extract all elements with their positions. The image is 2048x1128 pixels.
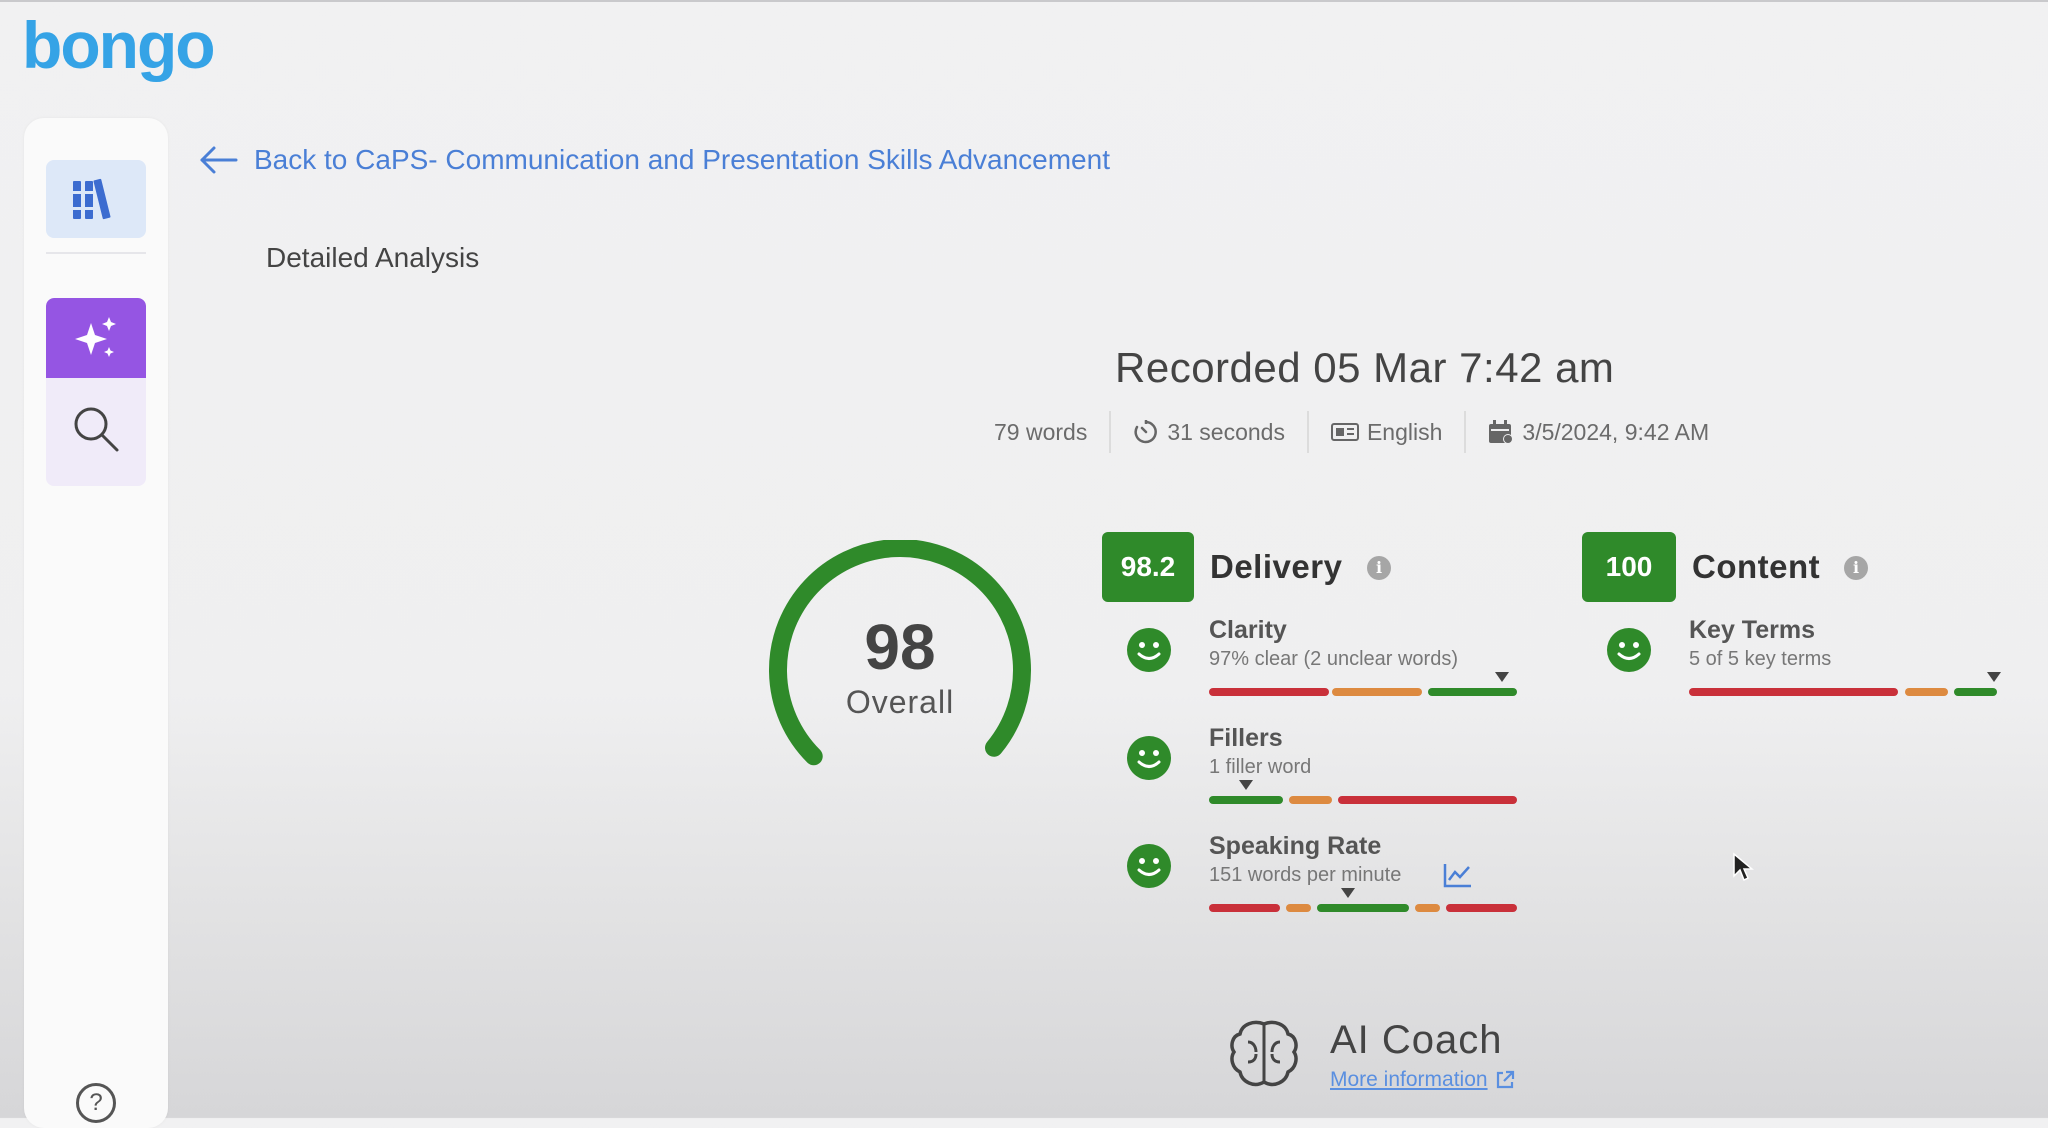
more-information-link[interactable]: More information — [1330, 1068, 1516, 1092]
brain-icon — [1230, 1020, 1298, 1087]
external-link-icon — [1496, 1070, 1514, 1089]
metric-detail: 97% clear (2 unclear words) — [1209, 648, 1458, 670]
score-marker — [1238, 780, 1253, 790]
sidebar-tool-group — [46, 298, 146, 486]
recording-title: Recorded 05 Mar 7:42 am — [1115, 344, 1615, 391]
bar-segment — [1209, 688, 1330, 696]
info-icon[interactable]: i — [1367, 556, 1391, 580]
duration: 31 seconds — [1167, 418, 1285, 445]
sidebar-library-button[interactable] — [46, 160, 146, 238]
bar-segment — [1338, 796, 1517, 804]
score-range-bar — [1209, 780, 1517, 804]
sidebar-search-button[interactable] — [46, 384, 146, 474]
sidebar: ? — [24, 118, 168, 1128]
bar-segment — [1209, 904, 1280, 912]
score-marker — [1986, 672, 2001, 682]
meta-divider — [1306, 411, 1309, 453]
delivery-title: Delivery — [1210, 548, 1343, 585]
content-score-badge: 100 — [1582, 532, 1676, 602]
recording-meta: 79 words 31 seconds English 3/5/2024, 9: — [994, 410, 1731, 454]
meta-duration: 31 seconds — [1111, 410, 1307, 454]
smiley-icon — [1607, 628, 1651, 672]
overall-label: Overall — [845, 684, 955, 720]
bar-segment — [1953, 688, 1997, 696]
bar-segment — [1427, 688, 1517, 696]
content-title: Content — [1692, 548, 1821, 585]
recording-date: 3/5/2024, 9:42 AM — [1522, 418, 1710, 445]
library-icon — [73, 178, 111, 220]
smiley-icon — [1127, 628, 1171, 672]
timer-icon — [1134, 420, 1158, 444]
word-count: 79 words — [994, 418, 1088, 445]
overall-gauge — [769, 540, 1031, 766]
smiley-icon — [1127, 844, 1171, 888]
calendar-icon — [1489, 420, 1514, 444]
bongo-logo[interactable]: bongo — [22, 8, 216, 82]
trend-chart-icon[interactable] — [1443, 862, 1473, 888]
overall-score: 98 — [864, 611, 936, 683]
mouse-cursor — [1733, 852, 1754, 882]
bar-segment — [1904, 688, 1948, 696]
help-icon[interactable]: ? — [76, 1083, 116, 1123]
page-title: Detailed Analysis — [266, 242, 480, 273]
sparkle-icon — [75, 317, 116, 357]
metric-detail: 1 filler word — [1209, 756, 1312, 778]
delivery-score-badge: 98.2 — [1102, 532, 1194, 602]
metric-detail: 151 words per minute — [1209, 864, 1402, 886]
top-border — [0, 0, 2048, 2]
score-range-bar — [1209, 672, 1517, 696]
score-range-bar — [1689, 672, 2001, 696]
ai-coach-title: AI Coach — [1330, 1018, 1503, 1062]
score-range-bar — [1209, 888, 1517, 912]
arrow-left-icon — [200, 146, 238, 174]
back-link-label: Back to CaPS- Communication and Presenta… — [254, 144, 1110, 175]
bar-segment — [1316, 904, 1410, 912]
meta-divider — [1109, 411, 1112, 453]
back-link[interactable]: Back to CaPS- Communication and Presenta… — [198, 144, 1110, 176]
bar-segment — [1415, 904, 1440, 912]
metric-name: Key Terms — [1689, 616, 1815, 644]
meta-language: English — [1309, 410, 1464, 454]
bar-segment — [1689, 688, 1899, 696]
metric-detail: 5 of 5 key terms — [1689, 648, 1832, 670]
sidebar-divider — [46, 252, 146, 254]
meta-divider — [1464, 411, 1467, 453]
more-information-label: More information — [1330, 1068, 1488, 1091]
search-icon — [74, 407, 119, 452]
meta-date: 3/5/2024, 9:42 AM — [1466, 410, 1731, 454]
bar-segment — [1286, 904, 1311, 912]
meta-words: 79 words — [994, 410, 1109, 454]
bar-segment — [1209, 796, 1283, 804]
smiley-icon — [1127, 736, 1171, 780]
bar-segment — [1446, 904, 1517, 912]
score-marker — [1340, 888, 1355, 898]
info-icon[interactable]: i — [1844, 556, 1868, 580]
bar-segment — [1332, 688, 1422, 696]
sidebar-ai-button[interactable] — [46, 298, 146, 378]
bar-segment — [1289, 796, 1333, 804]
metric-name: Fillers — [1209, 724, 1283, 752]
metric-name: Speaking Rate — [1209, 832, 1382, 860]
language: English — [1366, 418, 1443, 445]
score-marker — [1494, 672, 1509, 682]
metric-name: Clarity — [1209, 616, 1287, 644]
language-icon — [1330, 423, 1359, 441]
